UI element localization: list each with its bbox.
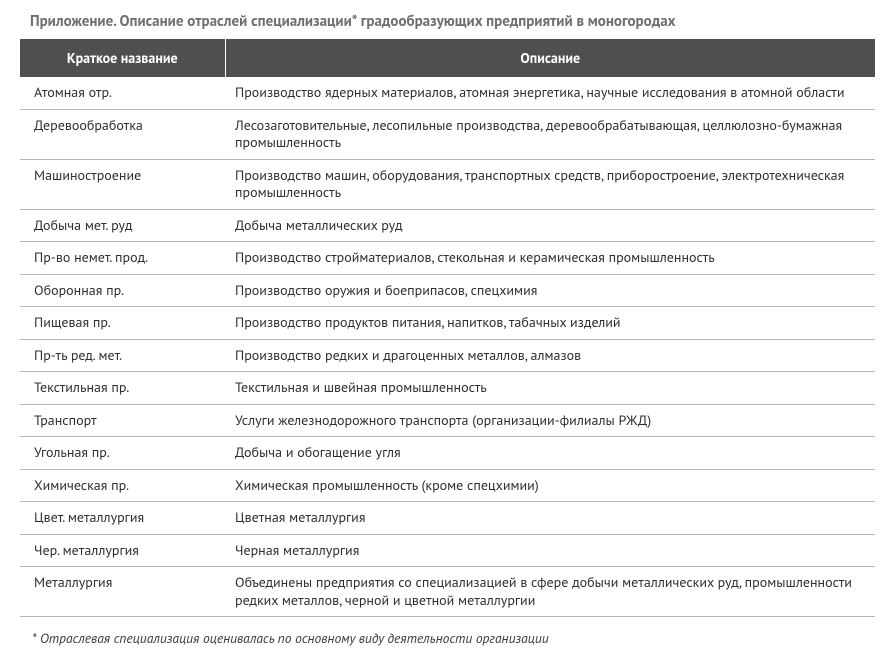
industry-name-cell: Пр-ть ред. мет. (20, 339, 225, 372)
industry-name-cell: Пищевая пр. (20, 307, 225, 340)
industry-name-cell: Атомная отр. (20, 77, 225, 109)
industry-desc-cell: Текстильная и швейная промышленность (225, 372, 875, 405)
industry-name-cell: Транспорт (20, 404, 225, 437)
col-header-name: Краткое название (20, 39, 225, 77)
industry-name-cell: Машиностроение (20, 159, 225, 209)
table-row: Чер. металлургияЧерная металлургия (20, 534, 875, 567)
industry-desc-cell: Производство оружия и боеприпасов, спецх… (225, 274, 875, 307)
industry-desc-cell: Добыча металлических руд (225, 209, 875, 242)
industry-desc-cell: Производство ядерных материалов, атомная… (225, 77, 875, 109)
industry-name-cell: Добыча мет. руд (20, 209, 225, 242)
industry-desc-cell: Добыча и обогащение угля (225, 437, 875, 470)
table-row: МеталлургияОбъединены предприятия со спе… (20, 567, 875, 617)
industry-desc-cell: Производство продуктов питания, напитков… (225, 307, 875, 340)
industry-desc-cell: Производство машин, оборудования, трансп… (225, 159, 875, 209)
industry-name-cell: Деревообработка (20, 109, 225, 159)
table-row: Добыча мет. рудДобыча металлических руд (20, 209, 875, 242)
table-row: Химическая пр.Химическая промышленность … (20, 469, 875, 502)
page: Приложение. Описание отраслей специализа… (0, 0, 895, 667)
industry-name-cell: Чер. металлургия (20, 534, 225, 567)
table-row: Пр-ть ред. мет.Производство редких и дра… (20, 339, 875, 372)
table-header-row: Краткое название Описание (20, 39, 875, 77)
industries-table: Краткое название Описание Атомная отр.Пр… (20, 39, 875, 617)
industry-desc-cell: Цветная металлургия (225, 502, 875, 535)
industry-name-cell: Угольная пр. (20, 437, 225, 470)
industry-name-cell: Текстильная пр. (20, 372, 225, 405)
industry-desc-cell: Производство стройматериалов, стекольная… (225, 242, 875, 275)
col-header-desc: Описание (225, 39, 875, 77)
table-row: Цвет. металлургияЦветная металлургия (20, 502, 875, 535)
table-row: Оборонная пр.Производство оружия и боепр… (20, 274, 875, 307)
industry-name-cell: Цвет. металлургия (20, 502, 225, 535)
page-title: Приложение. Описание отраслей специализа… (30, 12, 875, 31)
table-row: МашиностроениеПроизводство машин, оборуд… (20, 159, 875, 209)
industry-name-cell: Оборонная пр. (20, 274, 225, 307)
industry-desc-cell: Черная металлургия (225, 534, 875, 567)
table-row: Текстильная пр.Текстильная и швейная про… (20, 372, 875, 405)
table-row: Пищевая пр.Производство продуктов питани… (20, 307, 875, 340)
industry-name-cell: Пр-во немет. прод. (20, 242, 225, 275)
table-row: Пр-во немет. прод.Производство строймате… (20, 242, 875, 275)
table-row: ТранспортУслуги железнодорожного транспо… (20, 404, 875, 437)
industry-name-cell: Химическая пр. (20, 469, 225, 502)
footnote: * Отраслевая специализация оценивалась п… (32, 629, 875, 647)
industry-desc-cell: Производство редких и драгоценных металл… (225, 339, 875, 372)
industry-name-cell: Металлургия (20, 567, 225, 617)
industry-desc-cell: Объединены предприятия со специализацией… (225, 567, 875, 617)
table-row: Атомная отр.Производство ядерных материа… (20, 77, 875, 109)
table-row: ДеревообработкаЛесозаготовительные, лесо… (20, 109, 875, 159)
industry-desc-cell: Химическая промышленность (кроме спецхим… (225, 469, 875, 502)
industry-desc-cell: Услуги железнодорожного транспорта (орга… (225, 404, 875, 437)
industry-desc-cell: Лесозаготовительные, лесопильные произво… (225, 109, 875, 159)
table-row: Угольная пр.Добыча и обогащение угля (20, 437, 875, 470)
